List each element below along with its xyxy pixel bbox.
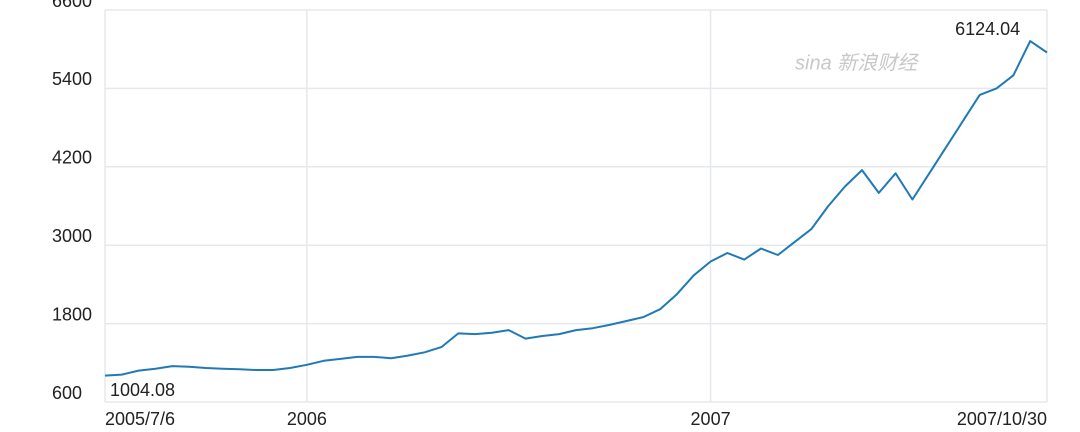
x-tick-label: 2007/10/30 <box>957 409 1047 429</box>
y-tick-label: 1800 <box>52 304 92 324</box>
data-label: 1004.08 <box>110 380 175 400</box>
y-tick-label: 6600 <box>52 0 92 11</box>
y-tick-label: 600 <box>52 383 82 403</box>
y-tick-label: 5400 <box>52 69 92 89</box>
x-tick-label: 2007 <box>691 409 731 429</box>
watermark: sina 新浪财经 <box>795 52 919 74</box>
data-label: 6124.04 <box>955 19 1020 39</box>
line <box>104 40 1048 377</box>
y-tick-label: 3000 <box>52 226 92 246</box>
x-tick-label: 2006 <box>287 409 327 429</box>
x-tick-label: 2005/7/6 <box>105 409 175 429</box>
y-tick-label: 4200 <box>52 148 92 168</box>
